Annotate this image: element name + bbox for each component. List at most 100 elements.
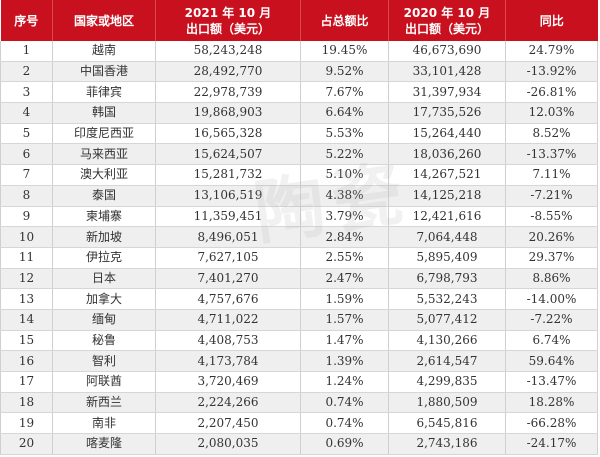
yoy-cell: 12.03% — [505, 102, 598, 124]
table-row: 7 澳大利亚 15,281,732 5.10% 14,267,521 7.11% — [0, 164, 598, 186]
header-country: 国家或地区 — [52, 0, 156, 41]
rank-cell: 1 — [0, 41, 53, 62]
yoy-cell: -66.28% — [505, 412, 598, 435]
export-2020-cell: 14,267,521 — [388, 164, 506, 186]
rank-cell: 4 — [0, 102, 53, 124]
export-2020-cell: 4,130,266 — [388, 330, 506, 352]
export-2020-cell: 5,895,409 — [388, 247, 506, 269]
export-2021-cell: 16,565,328 — [155, 123, 301, 145]
export-2021-cell: 2,080,035 — [155, 433, 301, 455]
table-row: 10 新加坡 8,496,051 2.84% 7,064,448 20.26% — [0, 226, 598, 248]
country-cell: 印度尼西亚 — [52, 123, 156, 145]
country-cell: 韩国 — [52, 102, 156, 124]
export-2020-cell: 12,421,616 — [388, 206, 506, 228]
header-rank-label: 序号 — [14, 13, 39, 28]
export-2020-cell: 2,614,547 — [388, 350, 506, 372]
country-cell: 加拿大 — [52, 288, 156, 310]
country-cell: 中国香港 — [52, 61, 156, 83]
yoy-cell: -7.21% — [505, 185, 598, 207]
share-cell: 3.79% — [300, 206, 389, 228]
yoy-cell: 8.52% — [505, 123, 598, 145]
export-2021-cell: 13,106,519 — [155, 185, 301, 207]
share-cell: 2.47% — [300, 268, 389, 290]
rank-cell: 9 — [0, 206, 53, 228]
share-cell: 19.45% — [300, 41, 389, 62]
yoy-cell: -7.22% — [505, 309, 598, 331]
table-row: 17 阿联酋 3,720,469 1.24% 4,299,835 -13.47% — [0, 371, 598, 393]
table-row: 12 日本 7,401,270 2.47% 6,798,793 8.86% — [0, 268, 598, 290]
table-header: 序号 国家或地区 2021 年 10 月出口额（美元） 占总额比 2020 年 … — [0, 0, 598, 41]
share-cell: 1.39% — [300, 350, 389, 372]
country-cell: 新西兰 — [52, 392, 156, 414]
yoy-cell: -13.92% — [505, 61, 598, 83]
share-cell: 1.59% — [300, 288, 389, 310]
rank-cell: 18 — [0, 392, 53, 414]
export-2020-cell: 17,735,526 — [388, 102, 506, 124]
rank-cell: 12 — [0, 268, 53, 290]
share-cell: 1.24% — [300, 371, 389, 393]
header-export-2021-line2: 出口额（美元） — [185, 21, 270, 36]
country-cell: 秘鲁 — [52, 330, 156, 352]
header-export-2021-line1: 2021 年 10 月 — [184, 5, 272, 20]
export-2020-cell: 14,125,218 — [388, 185, 506, 207]
country-cell: 喀麦隆 — [52, 433, 156, 455]
export-2021-cell: 2,224,266 — [155, 392, 301, 414]
export-2021-cell: 8,496,051 — [155, 226, 301, 248]
table-row: 4 韩国 19,868,903 6.64% 17,735,526 12.03% — [0, 102, 598, 124]
rank-cell: 15 — [0, 330, 53, 352]
header-row: 序号 国家或地区 2021 年 10 月出口额（美元） 占总额比 2020 年 … — [0, 0, 598, 41]
country-cell: 伊拉克 — [52, 247, 156, 269]
export-2021-cell: 58,243,248 — [155, 41, 301, 62]
table-row: 16 智利 4,173,784 1.39% 2,614,547 59.64% — [0, 350, 598, 372]
rank-cell: 17 — [0, 371, 53, 393]
rank-cell: 16 — [0, 350, 53, 372]
yoy-cell: 6.74% — [505, 330, 598, 352]
share-cell: 7.67% — [300, 81, 389, 104]
export-2021-cell: 7,627,105 — [155, 247, 301, 269]
share-cell: 0.74% — [300, 392, 389, 414]
country-cell: 日本 — [52, 268, 156, 290]
export-2021-cell: 11,359,451 — [155, 206, 301, 228]
export-2020-cell: 7,064,448 — [388, 226, 506, 248]
header-country-label: 国家或地区 — [73, 13, 134, 28]
table-row: 8 泰国 13,106,519 4.38% 14,125,218 -7.21% — [0, 185, 598, 207]
table-row: 9 柬埔寨 11,359,451 3.79% 12,421,616 -8.55% — [0, 206, 598, 228]
share-cell: 1.57% — [300, 309, 389, 331]
yoy-cell: 7.11% — [505, 164, 598, 186]
rank-cell: 2 — [0, 61, 53, 83]
share-cell: 2.55% — [300, 247, 389, 269]
rank-cell: 11 — [0, 247, 53, 269]
table-row: 3 菲律宾 22,978,739 7.67% 31,397,934 -26.81% — [0, 81, 598, 104]
header-yoy-label: 同比 — [539, 13, 564, 28]
share-cell: 5.22% — [300, 143, 389, 166]
header-export-2020-line1: 2020 年 10 月 — [403, 5, 491, 20]
yoy-cell: -14.00% — [505, 288, 598, 310]
table-body: 1 越南 58,243,248 19.45% 46,673,690 24.79% 2 中国香港… — [0, 41, 598, 455]
export-2021-cell: 28,492,770 — [155, 61, 301, 83]
rank-cell: 3 — [0, 81, 53, 104]
export-2021-cell: 15,624,507 — [155, 143, 301, 166]
yoy-cell: 29.37% — [505, 247, 598, 269]
table-row: 11 伊拉克 7,627,105 2.55% 5,895,409 29.37% — [0, 247, 598, 269]
table-row: 19 南非 2,207,450 0.74% 6,545,816 -66.28% — [0, 412, 598, 435]
table-row: 1 越南 58,243,248 19.45% 46,673,690 24.79% — [0, 41, 598, 62]
rank-cell: 20 — [0, 433, 53, 455]
header-share: 占总额比 — [300, 0, 389, 41]
export-2020-cell: 6,545,816 — [388, 412, 506, 435]
export-2021-cell: 4,711,022 — [155, 309, 301, 331]
header-export-2020: 2020 年 10 月出口额（美元） — [388, 0, 506, 41]
country-cell: 南非 — [52, 412, 156, 435]
share-cell: 4.38% — [300, 185, 389, 207]
country-cell: 阿联酋 — [52, 371, 156, 393]
share-cell: 9.52% — [300, 61, 389, 83]
table-row: 15 秘鲁 4,408,753 1.47% 4,130,266 6.74% — [0, 330, 598, 352]
country-cell: 新加坡 — [52, 226, 156, 248]
export-2021-cell: 3,720,469 — [155, 371, 301, 393]
export-2020-cell: 2,743,186 — [388, 433, 506, 455]
share-cell: 1.47% — [300, 330, 389, 352]
share-cell: 5.10% — [300, 164, 389, 186]
rank-cell: 6 — [0, 143, 53, 166]
share-cell: 0.74% — [300, 412, 389, 435]
export-2020-cell: 6,798,793 — [388, 268, 506, 290]
